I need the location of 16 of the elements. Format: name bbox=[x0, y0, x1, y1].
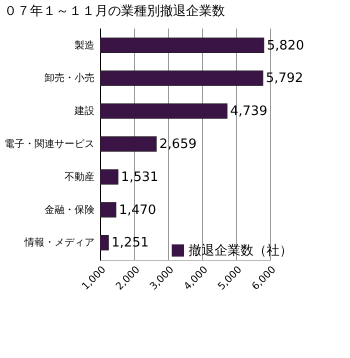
text: 5,820 bbox=[266, 38, 304, 54]
text: 1,531 bbox=[121, 170, 158, 185]
text: 1,251 bbox=[112, 236, 149, 251]
text: 1,470 bbox=[118, 202, 156, 218]
y-tick-label: 金融・保険 bbox=[44, 204, 94, 216]
y-tick-label: 不動産 bbox=[64, 170, 94, 183]
legend-label: 撤退企業数（社） bbox=[188, 244, 292, 258]
y-tick-label: 情報・メディア bbox=[24, 236, 94, 249]
text: 5,792 bbox=[266, 71, 304, 86]
y-tick-label: 建設 bbox=[74, 105, 94, 118]
y-tick-label: 製造 bbox=[74, 39, 94, 52]
text: 2,659 bbox=[159, 137, 197, 152]
chart-title: ０７年１～１１月の業種別撤退企業数 bbox=[4, 4, 225, 19]
y-tick-label: 電子・関連サービス bbox=[4, 138, 94, 150]
y-tick-label: 卸売・小売 bbox=[44, 72, 94, 84]
text: 4,739 bbox=[230, 104, 268, 120]
